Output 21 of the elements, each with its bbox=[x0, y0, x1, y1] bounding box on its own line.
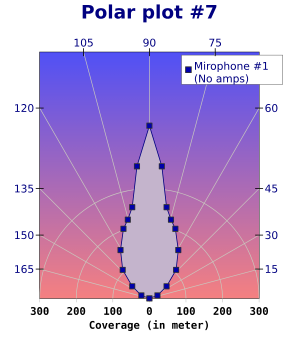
text: 165 bbox=[15, 265, 34, 274]
x-tick-label: 200 bbox=[214, 307, 232, 316]
text: 150 bbox=[15, 231, 34, 240]
text: 15 bbox=[266, 265, 278, 274]
x-tick-label: 0 bbox=[146, 307, 152, 316]
text: 105 bbox=[74, 38, 93, 47]
x-tick-label: 200 bbox=[67, 307, 86, 316]
x-tick-label: 100 bbox=[177, 307, 195, 316]
x-tick-label: 100 bbox=[104, 307, 122, 316]
chart-title: Polar plot #7 bbox=[82, 4, 216, 22]
text: 120 bbox=[15, 104, 34, 112]
text: 90 bbox=[143, 38, 156, 47]
x-axis-title: Coverage (in meter) bbox=[90, 320, 208, 331]
legend-label: Mirophone #1 (No amps) bbox=[194, 62, 268, 85]
x-tick-label: 300 bbox=[250, 307, 268, 316]
text: 60 bbox=[265, 104, 278, 112]
text: 45 bbox=[265, 184, 278, 192]
text: 75 bbox=[209, 38, 222, 47]
x-tick-label: 300 bbox=[30, 307, 49, 316]
text: 30 bbox=[266, 231, 278, 240]
text: 135 bbox=[15, 184, 34, 193]
